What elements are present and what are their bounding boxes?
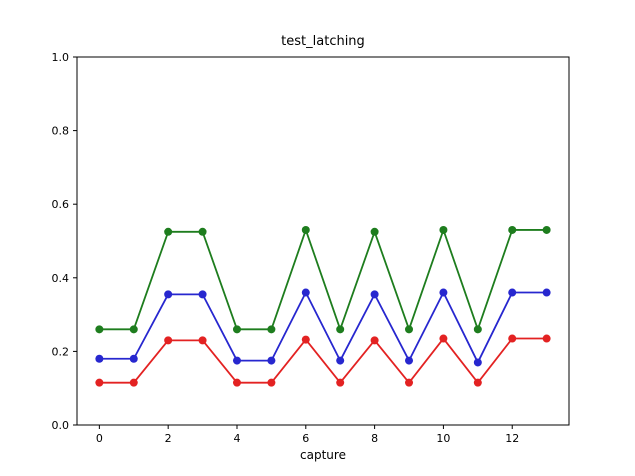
- marker-green: [198, 227, 207, 236]
- marker-blue: [508, 288, 517, 297]
- x-tick-label: 8: [371, 432, 378, 445]
- marker-green: [473, 325, 482, 334]
- marker-green: [370, 227, 379, 236]
- marker-green: [508, 225, 517, 234]
- marker-green: [405, 325, 414, 334]
- marker-red: [508, 334, 517, 343]
- marker-blue: [439, 288, 448, 297]
- marker-blue: [301, 288, 310, 297]
- marker-red: [439, 334, 448, 343]
- marker-red: [370, 336, 379, 345]
- marker-green: [95, 325, 104, 334]
- plot-area: [76, 56, 570, 426]
- marker-green: [129, 325, 138, 334]
- marker-blue: [164, 290, 173, 299]
- marker-red: [198, 336, 207, 345]
- y-tick-label: 1.0: [52, 51, 70, 64]
- marker-red: [267, 378, 276, 387]
- marker-red: [542, 334, 551, 343]
- x-tick-label: 6: [302, 432, 309, 445]
- y-tick-label: 0.4: [52, 272, 70, 285]
- marker-blue: [267, 356, 276, 365]
- marker-green: [336, 325, 345, 334]
- marker-green: [439, 225, 448, 234]
- y-tick-label: 0.2: [52, 345, 70, 358]
- series-line-green: [99, 229, 547, 331]
- series-line-blue: [99, 291, 547, 364]
- x-tick-label: 0: [96, 432, 103, 445]
- marker-green: [267, 325, 276, 334]
- y-tick-label: 0.6: [52, 198, 70, 211]
- x-tick-label: 12: [505, 432, 519, 445]
- y-tick-label: 0.0: [52, 419, 70, 432]
- marker-blue: [405, 356, 414, 365]
- marker-blue: [129, 354, 138, 363]
- chart-title: test_latching: [281, 34, 365, 49]
- marker-green: [301, 225, 310, 234]
- marker-red: [164, 336, 173, 345]
- marker-blue: [95, 354, 104, 363]
- marker-red: [301, 335, 310, 344]
- marker-blue: [336, 356, 345, 365]
- marker-green: [542, 225, 551, 234]
- marker-red: [336, 378, 345, 387]
- x-axis-label: capture: [300, 448, 346, 462]
- marker-blue: [542, 288, 551, 297]
- marker-red: [473, 378, 482, 387]
- marker-green: [232, 325, 241, 334]
- marker-blue: [232, 356, 241, 365]
- x-tick-label: 10: [436, 432, 450, 445]
- marker-green: [164, 227, 173, 236]
- marker-blue: [198, 290, 207, 299]
- marker-red: [129, 378, 138, 387]
- marker-red: [232, 378, 241, 387]
- marker-blue: [370, 290, 379, 299]
- marker-red: [405, 378, 414, 387]
- x-tick-label: 4: [233, 432, 240, 445]
- y-tick-label: 0.8: [52, 125, 70, 138]
- marker-red: [95, 378, 104, 387]
- marker-blue: [473, 358, 482, 367]
- series-line-red: [99, 337, 547, 384]
- x-tick-label: 2: [165, 432, 172, 445]
